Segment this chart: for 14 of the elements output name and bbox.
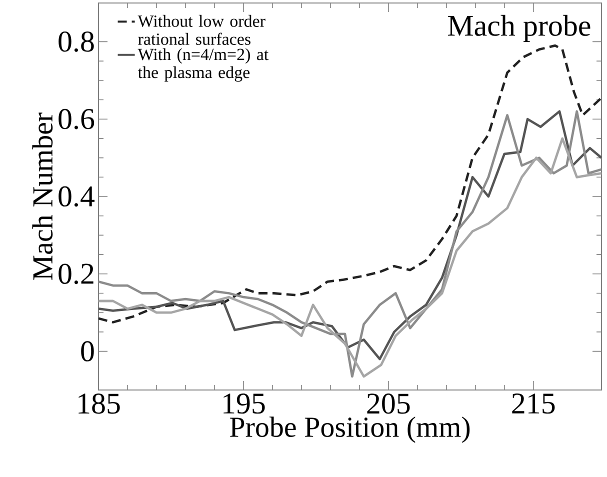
legend-label: Without low order rational surfaces [138,14,266,45]
legend-label: With (n=4/m=2) at the plasma edge [138,48,269,82]
y-tick-label: 0.2 [58,264,94,284]
y-tick-label: 0 [81,341,94,362]
x-tick-label: 195 [224,394,265,414]
y-axis-title: Mach Number [32,112,53,280]
y-tick-label: 0.4 [58,186,95,207]
x-tick-label: 185 [78,394,120,414]
y-tick-label: 0.8 [58,32,94,52]
x-axis-title: Probe Position (mm) [230,416,470,443]
y-tick-label: 0.6 [58,108,94,130]
annotation: Mach probe [448,14,590,42]
x-tick-label: 215 [512,394,555,414]
x-tick-label: 205 [367,394,410,414]
